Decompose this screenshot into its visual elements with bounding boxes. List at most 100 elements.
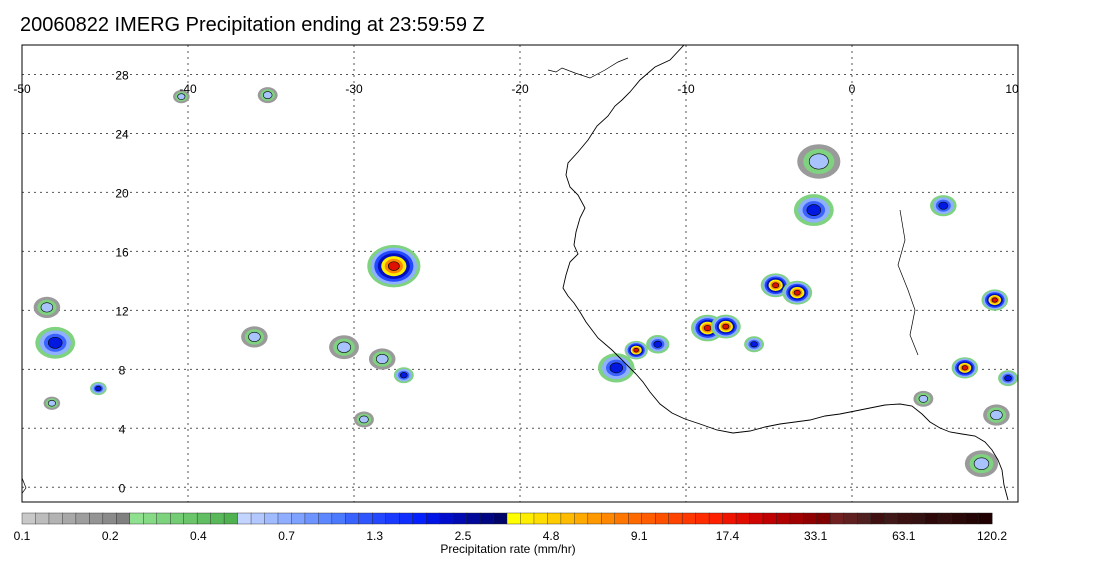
precip-cell bbox=[177, 93, 186, 100]
colorbar-tick-label: 17.4 bbox=[716, 529, 740, 543]
precipitation-field bbox=[33, 87, 1018, 477]
colorbar-swatch bbox=[668, 512, 683, 525]
colorbar-swatch bbox=[533, 512, 548, 525]
colorbar-tick-label: 0.1 bbox=[14, 529, 31, 543]
precip-cell bbox=[750, 341, 758, 348]
colorbar-swatch bbox=[169, 512, 185, 525]
colorbar-swatch bbox=[277, 512, 292, 525]
precip-cell bbox=[653, 340, 663, 348]
colorbar-swatch bbox=[129, 512, 144, 525]
colorbar-swatch bbox=[452, 512, 468, 525]
south-america-coast-fragment bbox=[22, 477, 27, 494]
precip-cell bbox=[990, 410, 1003, 421]
colorbar-swatch bbox=[695, 512, 710, 525]
colorbar-tick-label: 1.3 bbox=[366, 529, 383, 543]
precip-cell bbox=[609, 362, 623, 374]
precip-cell bbox=[262, 91, 273, 99]
latitude-labels: 0 4 8 12 16 20 24 28 bbox=[115, 68, 129, 495]
precip-cell bbox=[772, 282, 780, 289]
africa-interior-border bbox=[897, 209, 919, 356]
colorbar-tick-label: 2.5 bbox=[455, 529, 472, 543]
precip-cell bbox=[806, 204, 822, 216]
colorbar-swatch bbox=[223, 512, 239, 525]
colorbar-swatch bbox=[520, 512, 535, 525]
lon-tick-label: 0 bbox=[849, 82, 856, 96]
colorbar-swatch bbox=[870, 512, 885, 525]
colorbar-swatch bbox=[399, 512, 414, 525]
colorbar-swatch bbox=[601, 512, 616, 525]
colorbar-swatch bbox=[910, 512, 926, 525]
colorbar-swatch bbox=[749, 512, 764, 525]
colorbar-swatch bbox=[439, 512, 454, 525]
colorbar-swatch bbox=[789, 512, 804, 525]
colorbar-swatch bbox=[183, 512, 198, 525]
colorbar-swatch bbox=[628, 512, 643, 525]
lon-tick-label: 10 bbox=[1005, 82, 1019, 96]
colorbar-swatch bbox=[654, 512, 670, 525]
precip-cell bbox=[703, 324, 712, 332]
colorbar-swatch bbox=[708, 512, 724, 525]
colorbar-swatch bbox=[735, 512, 750, 525]
precip-cell bbox=[991, 297, 998, 303]
colorbar-swatch bbox=[385, 512, 400, 525]
colorbar-swatch bbox=[762, 512, 777, 525]
precip-cell bbox=[973, 457, 990, 470]
colorbar-swatch bbox=[89, 512, 104, 525]
colorbar-tick-label: 33.1 bbox=[804, 529, 828, 543]
colorbar-swatch bbox=[372, 512, 387, 525]
colorbar-swatch bbox=[722, 512, 737, 525]
coastlines bbox=[22, 45, 1009, 501]
colorbar-swatch bbox=[250, 512, 265, 525]
colorbar-swatch bbox=[816, 512, 831, 525]
colorbar-swatch bbox=[937, 512, 953, 525]
precip-cell bbox=[387, 261, 400, 271]
precip-cell bbox=[793, 289, 801, 296]
precip-cell bbox=[248, 331, 261, 342]
colorbar-tick-label: 4.8 bbox=[543, 529, 560, 543]
colorbar-swatch bbox=[143, 512, 158, 525]
map-title: 20060822 IMERG Precipitation ending at 2… bbox=[20, 14, 485, 36]
colorbar-swatch bbox=[776, 512, 791, 525]
colorbar-swatch bbox=[304, 512, 319, 525]
colorbar-swatch bbox=[102, 512, 117, 525]
colorbar-swatch bbox=[318, 512, 333, 525]
colorbar-label: Precipitation rate (mm/hr) bbox=[440, 542, 576, 556]
colorbar-swatch bbox=[884, 512, 899, 525]
precip-cell bbox=[40, 302, 54, 313]
colorbar-swatch bbox=[951, 512, 966, 525]
colorbar-swatch bbox=[641, 512, 656, 525]
colorbar-swatch bbox=[560, 512, 575, 525]
colorbar-swatch bbox=[345, 512, 360, 525]
precip-cell bbox=[47, 336, 63, 349]
colorbar-swatch bbox=[479, 512, 495, 525]
colorbar-swatch bbox=[48, 512, 63, 525]
precip-cell bbox=[938, 201, 949, 210]
lat-tick-label: 24 bbox=[115, 127, 129, 141]
colorbar-swatch bbox=[331, 512, 346, 525]
colorbar-swatch bbox=[412, 512, 427, 525]
longitude-labels: -50 -40 -30 -20 -10 0 10 bbox=[13, 82, 1019, 96]
lon-tick-label: -50 bbox=[13, 82, 31, 96]
colorbar-swatch bbox=[547, 512, 562, 525]
colorbar-tick-label: 120.2 bbox=[977, 529, 1007, 543]
colorbar-tick-label: 0.7 bbox=[278, 529, 295, 543]
lat-tick-label: 8 bbox=[119, 363, 126, 377]
colorbar-tick-label: 0.2 bbox=[102, 529, 119, 543]
colorbar-swatch bbox=[75, 512, 90, 525]
gridlines bbox=[21, 45, 1019, 502]
lat-tick-label: 0 bbox=[119, 481, 126, 495]
colorbar-swatch bbox=[803, 512, 818, 525]
colorbar-swatch bbox=[574, 512, 589, 525]
colorbar-swatch bbox=[264, 512, 279, 525]
colorbar-tick-label: 0.4 bbox=[190, 529, 207, 543]
colorbar-swatch bbox=[978, 512, 993, 525]
lat-tick-label: 12 bbox=[115, 304, 129, 318]
colorbar-swatch bbox=[196, 512, 212, 525]
colorbar-swatch bbox=[614, 512, 629, 525]
colorbar-swatch bbox=[116, 512, 131, 525]
colorbar-swatch bbox=[237, 512, 252, 525]
colorbar-swatch bbox=[924, 512, 939, 525]
precip-cell bbox=[337, 341, 351, 353]
colorbar-swatch bbox=[21, 512, 36, 525]
